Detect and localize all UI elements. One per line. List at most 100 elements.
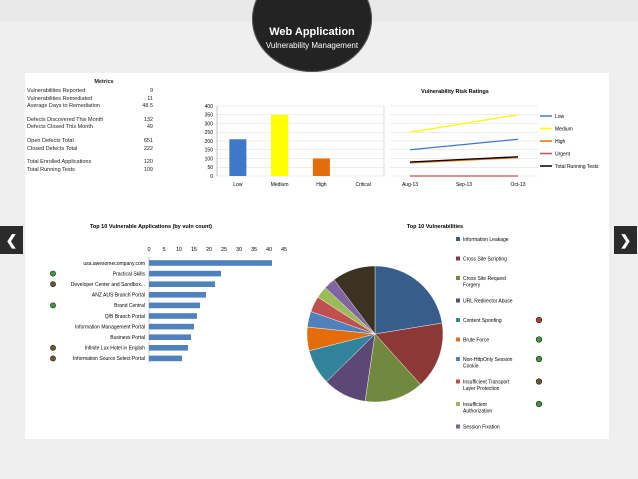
title-badge: Web Application Vulnerability Management [252,0,372,72]
app-label: Brand Central [114,303,145,309]
pie-slice [333,265,376,335]
metrics-title: Metrics [94,79,114,85]
pie-legend-label: Cookie [463,363,479,369]
risk-bar [229,139,247,176]
risk-x-tick: High [316,182,327,188]
risk-y-tick: 400 [205,104,214,110]
metric-row: Vulnerabilities Reported 9 [27,88,153,96]
app-bar [149,345,188,351]
metric-value: 651 [143,137,153,144]
risk-y-tick: 0 [210,174,213,180]
pie-legend-swatch [456,424,460,429]
pie-legend-label: Layer Protection [463,386,500,392]
metric-label: Closed Defects Total [27,145,78,152]
risk-bar [271,114,289,176]
pie-slice [364,333,421,403]
metric-value: 222 [143,145,153,152]
app-status-dot [50,270,56,277]
apps-x-tick: 40 [266,247,272,253]
pie-legend-label: Session Fixation [463,424,500,430]
trend-line [409,156,519,163]
metric-row: Total Running Tests 109 [27,167,153,175]
legend-label: Medium [555,126,573,132]
vuln-status-dot [535,355,543,363]
previous-slide-button[interactable]: ❮ [0,226,23,254]
metric-value: 109 [143,166,153,173]
apps-x-tick: 20 [206,247,212,253]
trend-x-tick: Sep-13 [456,182,472,188]
page-subtitle: Vulnerability Management [265,41,359,50]
pie-legend-label: Authorization [463,408,492,414]
metric-label: Vulnerabilities Remediated [27,95,93,102]
metrics-panel: Metrics Vulnerabilities Reported 9 Vulnera… [27,79,153,174]
pie-legend-swatch [456,318,460,322]
pie-legend-label: Insufficient [463,402,487,408]
trend-x-tick: Aug-13 [402,182,418,188]
page-title: Web Application [269,26,355,38]
risk-y-tick: 100 [205,156,214,162]
risk-chart-title: Vulnerability Risk Ratings [421,89,489,95]
metric-row: Average Days to Remediation 48.5 [27,103,153,111]
pie-legend-label: URL Redirector Abuse [463,298,513,304]
app-bar [149,270,221,277]
pie-legend-label: Cross Site Scripting [463,256,507,262]
app-bar [149,334,191,340]
app-bar [149,323,194,330]
metric-row: Total Enrolled Applications 120 [27,159,153,167]
metric-value: 11 [147,95,153,102]
apps-x-tick: 30 [236,247,242,253]
app-label: Information Management Portal [75,324,145,330]
apps-chart-title: Top 10 Vulnerable Applications (by vuln … [90,224,212,230]
charts-canvas: Vulnerability Risk Ratings 0 50 100 150 200 25… [50,89,599,430]
legend-label: Total Running Tests [555,164,599,170]
risk-y-tick: 150 [205,148,214,154]
app-label: Infinite Lux Hotel in English [85,346,146,352]
risk-y-tick: 50 [207,165,213,171]
pie-legend-label: Brute Force [463,337,489,343]
pie-legend-label: Cross Site Request [463,276,507,282]
app-label: Practical Skills [113,271,146,277]
risk-y-tick: 300 [205,121,214,127]
metric-label: Vulnerabilities Reported [27,88,86,94]
apps-x-tick: 25 [221,247,227,253]
metric-label: Defects Closed This Month [27,124,93,131]
app-bar [149,292,206,298]
apps-x-tick: 10 [176,247,182,253]
risk-x-tick: Low [233,182,243,188]
risk-y-tick: 200 [205,139,214,145]
app-bar [149,355,182,362]
app-bar [149,302,200,309]
metric-label: Open Defects Total [27,137,74,144]
vuln-status-dot [535,336,543,343]
pie-legend-swatch [456,237,460,241]
metric-value: 132 [143,116,153,123]
app-status-dot [50,355,56,362]
vulns-chart-title: Top 10 Vulnerabilities [407,224,463,230]
pie-legend-swatch [456,337,460,342]
metric-label: Defects Discovered This Month [27,116,104,123]
pie-legend-swatch [456,379,460,384]
metric-row: Closed Defects Total 222 [27,146,153,154]
pie-legend-swatch [456,402,460,406]
trend-line [409,114,519,133]
trend-line [409,156,519,164]
vuln-status-dot [535,378,543,385]
app-bar [149,281,215,287]
legend-label: High [555,139,566,145]
pie-legend-label: Content Spoofing [463,318,502,324]
dashboard-slide: Metrics Vulnerabilities Reported 9 Vulnera… [25,73,609,439]
app-status-dot [50,281,56,288]
app-label: Information Source Select Portal [73,356,145,362]
next-slide-button[interactable]: ❯ [614,226,637,254]
app-label: Developer Center and Sandbox... [71,282,145,288]
vuln-status-dot [535,400,543,408]
legend-label: Urgent [555,151,571,157]
app-status-dot [50,344,56,351]
pie-legend-swatch [456,357,460,361]
metric-value: 9 [149,88,153,94]
pie-slice [374,322,444,385]
apps-x-tick: 5 [162,247,165,253]
app-label: usa.awesomecompany.com [83,261,145,267]
vuln-status-dot [535,316,543,324]
risk-x-tick: Medium [271,182,289,188]
